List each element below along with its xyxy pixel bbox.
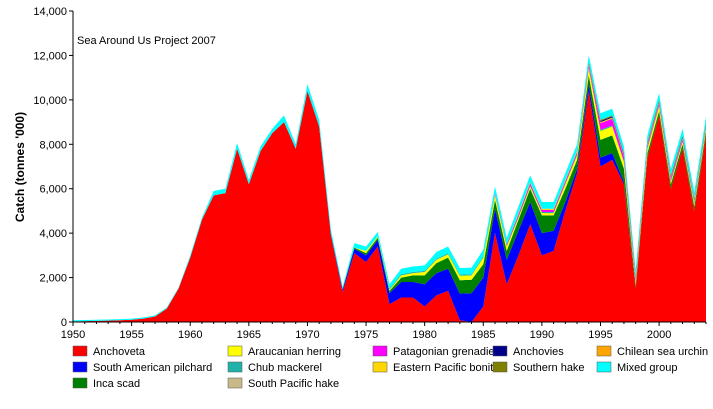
x-tick-label: 2000 (647, 329, 671, 341)
legend-swatch-mixed-group (596, 361, 612, 373)
areas-layer (73, 55, 706, 322)
x-ticks-layer: 1950 1955 1960 1965 1970 1975 1980 1985 1990 1995… (61, 322, 707, 341)
legend: Anchoveta Araucanian herring Patagonian gr… (72, 345, 708, 390)
y-tick-label: 14,000 (33, 6, 67, 18)
source-annotation: Sea Around Us Project 2007 (77, 35, 216, 47)
legend-swatch-south-pacific-hake (227, 377, 243, 389)
legend-swatch-anchoveta (72, 345, 88, 357)
legend-label-mixed-group: Mixed group (617, 362, 678, 374)
y-tick-label: 6,000 (39, 184, 67, 196)
legend-label-araucanian-herring: Araucanian herring (248, 346, 341, 358)
legend-swatch-chub-mackerel (227, 361, 243, 373)
y-tick-label: 10,000 (33, 95, 67, 107)
legend-label-chilean-sea-urchin: Chilean sea urchin (617, 346, 708, 358)
area-anchoveta (73, 90, 706, 322)
x-tick-label: 1975 (354, 329, 378, 341)
y-ticks-layer: 0 2,000 4,000 6,000 8,000 10,000 12,000 14,000 (33, 6, 73, 329)
y-axis-title: Catch (tonnes '000) (13, 112, 27, 222)
x-tick-label: 1985 (471, 329, 495, 341)
x-tick-label: 1960 (178, 329, 202, 341)
legend-label-south-pacific-hake: South Pacific hake (248, 378, 339, 390)
x-tick-label: 1980 (412, 329, 436, 341)
legend-swatch-anchovies (492, 345, 508, 357)
y-tick-label: 4,000 (39, 228, 67, 240)
legend-label-south-american-pilchard: South American pilchard (93, 362, 212, 374)
x-tick-label: 1965 (237, 329, 261, 341)
legend-swatch-eastern-pacific-bonito (372, 361, 388, 373)
x-tick-label: 1970 (295, 329, 319, 341)
legend-swatch-chilean-sea-urchin (596, 345, 612, 357)
x-tick-label: 1955 (119, 329, 143, 341)
y-tick-label: 0 (61, 317, 67, 329)
legend-swatch-araucanian-herring (227, 345, 243, 357)
legend-label-eastern-pacific-bonito: Eastern Pacific bonito (393, 362, 499, 374)
legend-label-chub-mackerel: Chub mackerel (248, 362, 322, 374)
legend-label-inca-scad: Inca scad (93, 378, 140, 390)
legend-swatch-patagonian-grenadier (372, 345, 388, 357)
legend-swatch-southern-hake (492, 361, 508, 373)
y-tick-label: 8,000 (39, 139, 67, 151)
x-tick-label: 1990 (530, 329, 554, 341)
x-tick-label: 1995 (588, 329, 612, 341)
legend-label-anchoveta: Anchoveta (93, 346, 146, 358)
legend-swatch-south-american-pilchard (72, 361, 88, 373)
y-tick-label: 2,000 (39, 273, 67, 285)
x-tick-label: 1950 (61, 329, 85, 341)
y-tick-label: 12,000 (33, 50, 67, 62)
legend-label-anchovies: Anchovies (513, 346, 564, 358)
legend-swatch-inca-scad (72, 377, 88, 389)
legend-label-patagonian-grenadier: Patagonian grenadier (393, 346, 499, 358)
legend-label-southern-hake: Southern hake (513, 362, 585, 374)
